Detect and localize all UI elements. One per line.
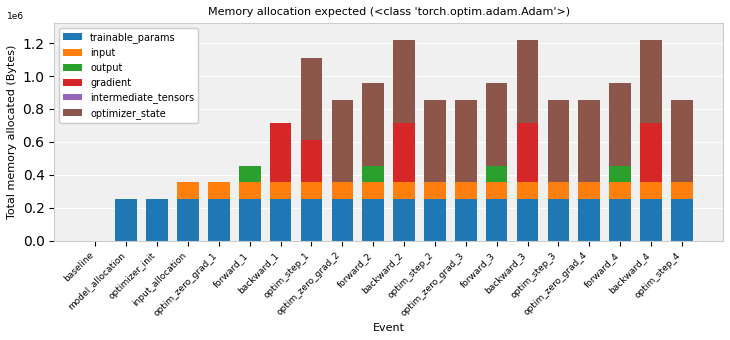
Text: 1e6: 1e6 bbox=[7, 12, 25, 21]
Bar bbox=[270, 123, 291, 182]
Bar bbox=[610, 83, 631, 166]
Bar bbox=[146, 199, 168, 241]
Bar bbox=[640, 123, 662, 182]
X-axis label: Event: Event bbox=[372, 323, 404, 333]
Bar bbox=[393, 123, 415, 182]
Bar bbox=[301, 140, 322, 182]
Bar bbox=[239, 199, 261, 241]
Bar bbox=[610, 166, 631, 182]
Bar bbox=[610, 199, 631, 241]
Bar bbox=[517, 182, 538, 199]
Bar bbox=[208, 182, 230, 199]
Bar bbox=[486, 182, 507, 199]
Bar bbox=[239, 166, 261, 182]
Bar bbox=[270, 182, 291, 199]
Bar bbox=[424, 199, 446, 241]
Bar bbox=[115, 199, 137, 241]
Legend: trainable_params, input, output, gradient, intermediate_tensors, optimizer_state: trainable_params, input, output, gradien… bbox=[59, 28, 199, 123]
Bar bbox=[486, 166, 507, 182]
Bar bbox=[393, 40, 415, 123]
Bar bbox=[548, 100, 569, 182]
Bar bbox=[331, 199, 353, 241]
Bar bbox=[548, 182, 569, 199]
Bar bbox=[671, 182, 693, 199]
Bar bbox=[362, 199, 384, 241]
Bar bbox=[301, 57, 322, 140]
Bar bbox=[270, 199, 291, 241]
Bar bbox=[362, 166, 384, 182]
Bar bbox=[331, 182, 353, 199]
Bar bbox=[177, 199, 199, 241]
Bar bbox=[610, 182, 631, 199]
Bar bbox=[362, 182, 384, 199]
Bar bbox=[455, 182, 477, 199]
Bar bbox=[517, 199, 538, 241]
Bar bbox=[640, 182, 662, 199]
Bar bbox=[393, 199, 415, 241]
Bar bbox=[331, 100, 353, 182]
Bar bbox=[362, 83, 384, 166]
Bar bbox=[393, 182, 415, 199]
Bar bbox=[301, 199, 322, 241]
Bar bbox=[578, 199, 600, 241]
Bar bbox=[640, 40, 662, 123]
Bar bbox=[424, 100, 446, 182]
Bar bbox=[517, 123, 538, 182]
Bar bbox=[486, 83, 507, 166]
Bar bbox=[301, 182, 322, 199]
Bar bbox=[517, 40, 538, 123]
Bar bbox=[239, 182, 261, 199]
Bar bbox=[455, 199, 477, 241]
Bar bbox=[578, 182, 600, 199]
Bar bbox=[208, 199, 230, 241]
Bar bbox=[177, 182, 199, 199]
Bar bbox=[548, 199, 569, 241]
Bar bbox=[486, 199, 507, 241]
Y-axis label: Total memory allocated (Bytes): Total memory allocated (Bytes) bbox=[7, 45, 17, 219]
Bar bbox=[578, 100, 600, 182]
Title: Memory allocation expected (<class 'torch.optim.adam.Adam'>): Memory allocation expected (<class 'torc… bbox=[207, 7, 569, 17]
Bar bbox=[455, 100, 477, 182]
Bar bbox=[640, 199, 662, 241]
Bar bbox=[671, 100, 693, 182]
Bar bbox=[671, 199, 693, 241]
Bar bbox=[424, 182, 446, 199]
